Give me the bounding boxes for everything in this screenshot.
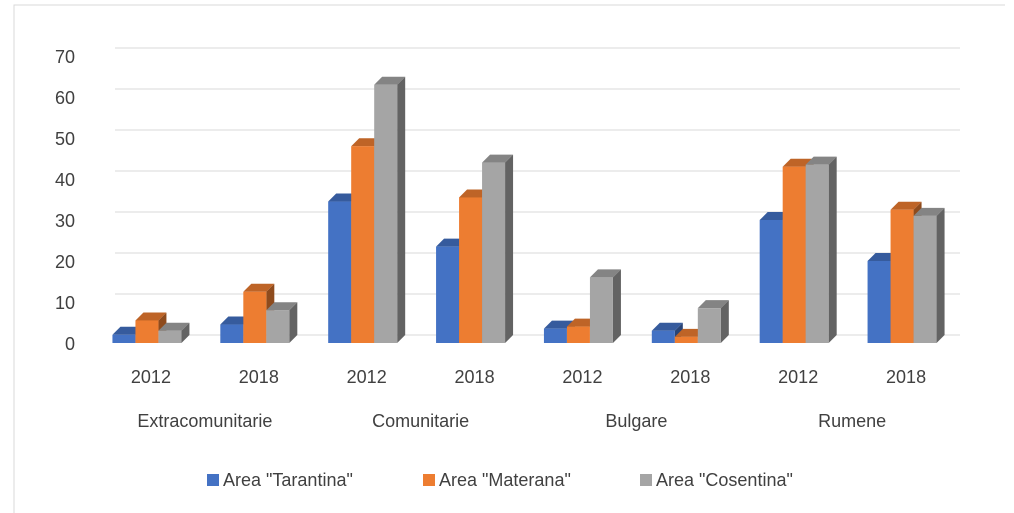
bar [759,220,783,343]
bar-side [936,207,945,343]
legend-swatch [423,474,435,486]
legend-swatch [207,474,219,486]
x-tick-label: 2012 [131,367,171,387]
bar [543,328,567,343]
x-tick-label: 2018 [239,367,279,387]
bar-top [482,154,514,163]
bar-side [612,269,621,343]
legend-label: Area "Tarantina" [223,470,353,490]
bar [805,164,829,343]
bar-side [505,154,514,343]
y-tick-label: 10 [55,293,75,313]
bar [266,310,290,343]
bar [328,201,352,343]
group-label: Comunitarie [372,411,469,431]
bar-top [266,302,298,311]
y-tick-label: 0 [65,334,75,354]
bar [913,215,937,343]
y-tick-label: 70 [55,47,75,67]
bar-top [913,207,945,216]
bar-side [397,76,406,343]
bar [459,197,483,343]
bar [589,277,613,343]
bar-top [805,156,837,165]
bar [867,261,891,343]
bar [374,84,398,343]
y-tick-label: 40 [55,170,75,190]
bar [566,326,590,343]
bar-side [181,322,190,343]
bar-side [828,156,837,343]
x-tick-label: 2012 [778,367,818,387]
bar-side [289,302,298,343]
bar [158,330,182,343]
bar [220,324,244,343]
x-tick-label: 2018 [886,367,926,387]
bar-top [697,300,729,309]
bar [674,336,698,343]
bar-top [243,283,275,292]
bar-top [890,201,922,210]
legend-label: Area "Cosentina" [656,470,793,490]
bar [782,166,806,343]
bar [436,246,460,343]
legend-swatch [640,474,652,486]
bar-top [651,322,683,331]
y-tick-label: 30 [55,211,75,231]
bar-top [374,76,406,85]
bar [243,291,267,343]
group-label: Extracomunitarie [137,411,272,431]
bar-top [158,322,190,331]
chart-border [13,4,1005,513]
legend-label: Area "Materana" [439,470,571,490]
bar [890,209,914,343]
group-label: Rumene [818,411,886,431]
y-tick-label: 60 [55,88,75,108]
bar [482,162,506,343]
x-tick-label: 2018 [670,367,710,387]
group-label: Bulgare [605,411,667,431]
bar [697,308,721,343]
bar [135,320,159,343]
bar-top [135,312,167,321]
x-tick-label: 2012 [562,367,602,387]
y-tick-label: 20 [55,252,75,272]
bar-side [720,300,729,343]
x-tick-label: 2018 [455,367,495,387]
bar [351,146,375,343]
bar [651,330,675,343]
y-tick-label: 50 [55,129,75,149]
bar [112,334,136,343]
x-tick-label: 2012 [347,367,387,387]
bar-top [589,269,621,278]
